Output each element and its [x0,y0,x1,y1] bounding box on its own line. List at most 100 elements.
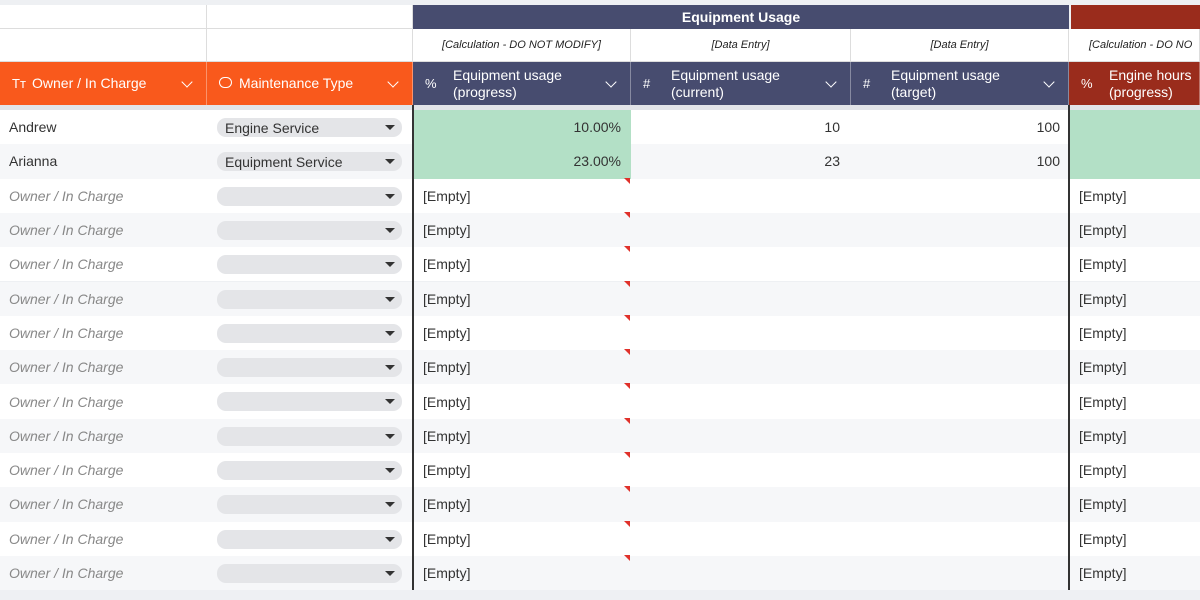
engine-hours-cell[interactable]: [Empty] [1079,565,1127,582]
type-dropdown[interactable] [217,495,402,515]
column-label: Equipment usage (current) [671,66,780,100]
owner-placeholder[interactable]: Owner / In Charge [9,256,124,273]
progress-cell[interactable]: [Empty] [423,530,471,547]
type-dropdown[interactable] [217,529,402,549]
cell-fill [1069,144,1200,179]
column-header[interactable]: # Equipment usage (current) [631,62,851,105]
engine-hours-cell[interactable]: [Empty] [1079,393,1127,410]
progress-cell[interactable]: 23.00% [573,153,621,170]
cell-fill [413,144,631,179]
group-header [1071,5,1200,29]
column-label: Maintenance Type [239,75,354,91]
type-dropdown[interactable]: Engine Service [217,118,402,137]
owner-placeholder[interactable]: Owner / In Charge [9,324,124,341]
engine-hours-cell[interactable]: [Empty] [1079,427,1127,444]
dropdown-arrow[interactable] [385,536,395,542]
dropdown-arrow[interactable] [385,468,395,473]
engine-hours-cell[interactable]: [Empty] [1079,222,1127,239]
dropdown-arrow[interactable] [385,365,395,371]
dropdown-arrow[interactable] [385,262,395,268]
type-dropdown[interactable]: Equipment Service [217,152,402,172]
type-dropdown[interactable] [217,220,402,240]
engine-hours-cell[interactable]: [Empty] [1079,290,1127,307]
owner-placeholder[interactable]: Owner / In Charge [9,427,124,444]
dropdown-arrow[interactable] [385,227,395,233]
row-background [0,212,1200,248]
column-chevron[interactable] [1043,76,1055,88]
owner-cell[interactable]: Arianna [9,153,58,170]
progress-cell[interactable]: [Empty] [423,256,471,273]
progress-cell[interactable]: [Empty] [423,496,471,513]
dropdown-arrow[interactable] [385,570,395,576]
progress-cell[interactable]: [Empty] [423,462,471,479]
column-chevron[interactable] [825,76,837,88]
header-blank [207,5,413,29]
engine-hours-cell[interactable]: [Empty] [1079,496,1127,513]
note-flag [624,314,630,321]
dropdown-arrow[interactable] [385,502,395,508]
note-flag [624,177,630,184]
progress-cell[interactable]: [Empty] [423,565,471,582]
current-cell[interactable]: 23 [824,153,840,170]
target-cell[interactable]: 100 [1036,153,1060,170]
engine-hours-cell[interactable]: [Empty] [1079,462,1127,479]
dropdown-arrow[interactable] [385,433,395,439]
type-dropdown[interactable] [217,563,402,583]
row-background [0,315,1200,351]
engine-hours-cell[interactable]: [Empty] [1079,530,1127,547]
row-background [0,281,1200,316]
engine-hours-cell[interactable]: [Empty] [1079,187,1127,204]
column-icon: % [425,76,437,91]
dropdown-arrow[interactable] [385,296,395,302]
progress-cell[interactable]: [Empty] [423,290,471,307]
owner-placeholder[interactable]: Owner / In Charge [9,290,124,307]
dropdown-arrow[interactable] [385,125,395,130]
progress-cell[interactable]: [Empty] [423,187,471,204]
type-dropdown[interactable] [217,289,402,309]
column-header[interactable]: Maintenance Type [207,62,413,105]
type-dropdown[interactable] [217,255,402,275]
dropdown-arrow[interactable] [385,193,395,199]
owner-placeholder[interactable]: Owner / In Charge [9,462,124,479]
note-blank [0,29,207,62]
type-dropdown[interactable] [217,323,402,343]
owner-placeholder[interactable]: Owner / In Charge [9,496,124,513]
engine-hours-cell[interactable]: [Empty] [1079,359,1127,376]
column-header[interactable]: % Equipment usage (progress) [413,62,631,105]
column-header[interactable]: Tт Owner / In Charge [0,62,207,105]
engine-hours-cell[interactable]: [Empty] [1079,256,1127,273]
column-chevron[interactable] [387,76,399,88]
column-header[interactable]: % Engine hours (progress) [1069,62,1200,105]
target-cell[interactable]: 100 [1036,119,1060,136]
group-border [1068,105,1070,591]
owner-placeholder[interactable]: Owner / In Charge [9,187,124,204]
progress-cell[interactable]: [Empty] [423,222,471,239]
progress-cell[interactable]: [Empty] [423,324,471,341]
column-icon: # [643,76,651,91]
owner-cell[interactable]: Andrew [9,119,57,136]
owner-placeholder[interactable]: Owner / In Charge [9,393,124,410]
column-chevron[interactable] [605,76,617,88]
progress-cell[interactable]: 10.00% [573,119,621,136]
type-dropdown[interactable] [217,392,402,412]
dropdown-arrow[interactable] [385,159,395,165]
progress-cell[interactable]: [Empty] [423,427,471,444]
column-header[interactable]: # Equipment usage (target) [851,62,1069,105]
note-flag [624,417,630,424]
type-dropdown[interactable] [217,461,402,480]
type-dropdown[interactable] [217,426,402,446]
type-dropdown[interactable] [217,186,402,206]
dropdown-arrow[interactable] [385,399,395,405]
column-chevron[interactable] [181,76,193,88]
owner-placeholder[interactable]: Owner / In Charge [9,530,124,547]
owner-placeholder[interactable]: Owner / In Charge [9,565,124,582]
progress-cell[interactable]: [Empty] [423,359,471,376]
note-flag [624,280,630,287]
progress-cell[interactable]: [Empty] [423,393,471,410]
owner-placeholder[interactable]: Owner / In Charge [9,359,124,376]
engine-hours-cell[interactable]: [Empty] [1079,324,1127,341]
dropdown-arrow[interactable] [385,330,395,336]
current-cell[interactable]: 10 [824,119,840,136]
owner-placeholder[interactable]: Owner / In Charge [9,222,124,239]
type-dropdown[interactable] [217,358,402,378]
